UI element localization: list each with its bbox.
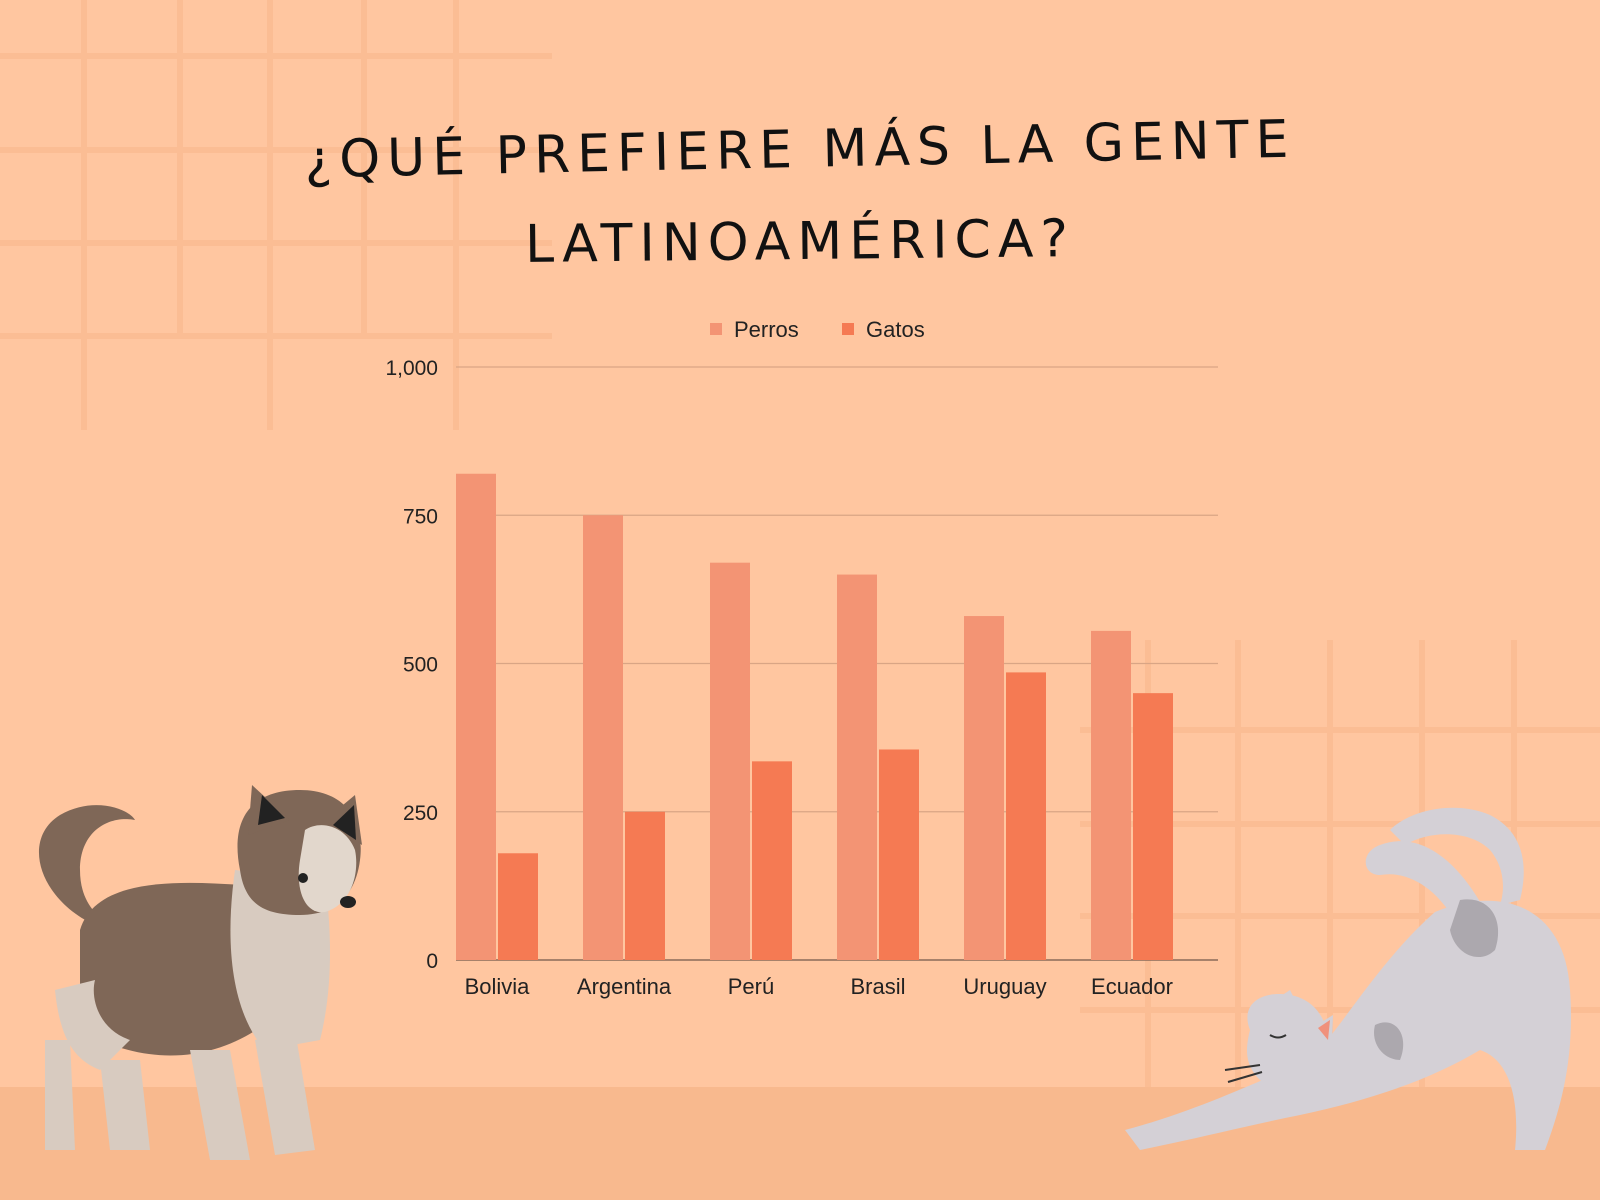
- legend-label: Perros: [734, 317, 799, 342]
- bar-perros-4: [964, 616, 1004, 960]
- bar-perros-2: [710, 562, 750, 960]
- bar-perros-3: [837, 574, 877, 960]
- background-grid-top-left: [0, 0, 552, 430]
- bar-gatos-4: [1006, 672, 1046, 960]
- bar-perros-0: [456, 473, 496, 960]
- x-tick-label: Bolivia: [465, 974, 531, 999]
- x-tick-label: Uruguay: [963, 974, 1046, 999]
- bar-gatos-0: [498, 853, 538, 960]
- legend-label: Gatos: [866, 317, 925, 342]
- cat-illustration: [1125, 807, 1571, 1150]
- x-tick-label: Argentina: [577, 974, 672, 999]
- dog-illustration: [38, 785, 362, 1160]
- bar-perros-1: [583, 515, 623, 960]
- x-tick-label: Ecuador: [1091, 974, 1173, 999]
- legend-swatch: [710, 323, 722, 335]
- bar-gatos-3: [879, 749, 919, 960]
- bar-perros-5: [1091, 630, 1131, 960]
- bar-chart: 0 250 500 750 1,000 Bolivia Argentina Perú Brasi…: [385, 317, 1218, 999]
- legend-swatch: [842, 323, 854, 335]
- y-tick-label: 750: [403, 505, 438, 528]
- chart-title-line-2: LATINOAMÉRICA?: [524, 209, 1076, 275]
- y-tick-label: 1,000: [385, 357, 438, 380]
- y-tick-label: 0: [426, 950, 438, 973]
- bar-gatos-2: [752, 761, 792, 960]
- bar-gatos-5: [1133, 693, 1173, 960]
- x-tick-label: Perú: [728, 974, 774, 999]
- bar-gatos-1: [625, 811, 665, 960]
- y-tick-label: 250: [403, 802, 438, 825]
- y-tick-label: 500: [403, 654, 438, 677]
- x-tick-label: Brasil: [850, 974, 905, 999]
